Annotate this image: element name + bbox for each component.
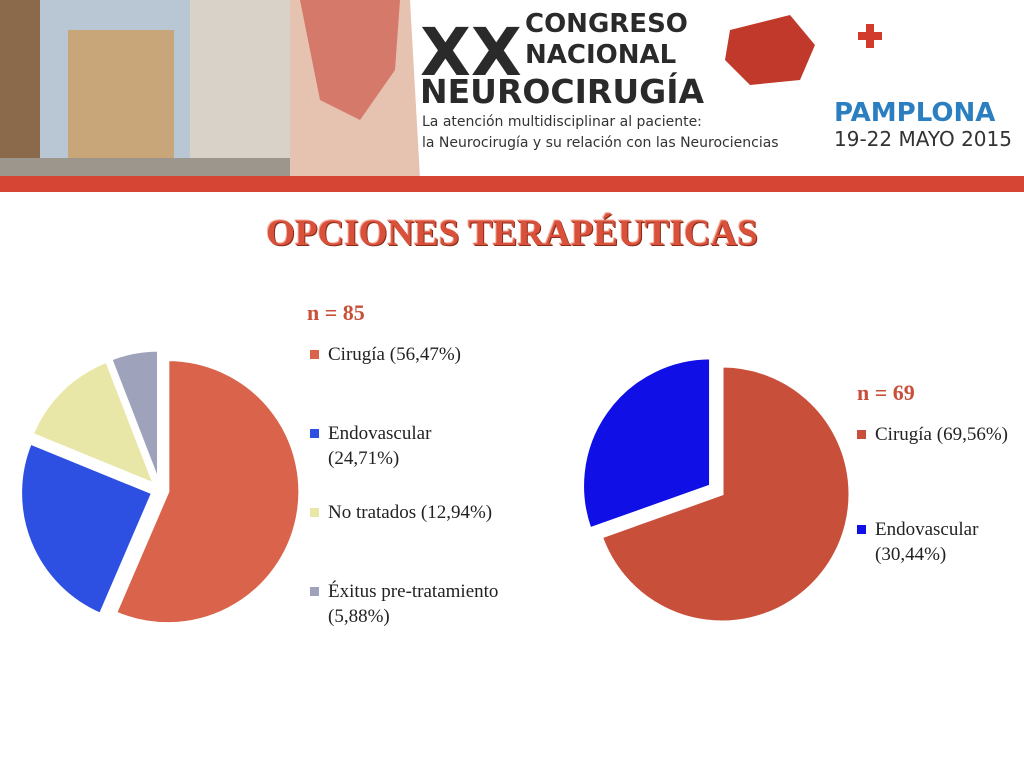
legend-label: Éxitus pre-tratamiento (5,88%)	[328, 581, 499, 627]
pie-slice	[30, 359, 158, 487]
tagline: La atención multidisciplinar al paciente…	[422, 114, 702, 130]
building	[68, 30, 174, 158]
pie-slice	[599, 364, 852, 624]
header-line: NEUROCIRUGÍA	[420, 71, 704, 111]
building	[0, 0, 40, 160]
city: PAMPLONA	[834, 98, 995, 128]
street	[0, 158, 290, 178]
legend-item: Endovascular (24,71%)	[310, 421, 503, 471]
slide-title: OPCIONES TERAPÉUTICAS	[266, 213, 758, 254]
tagline: la Neurocirugía y su relación con las Ne…	[422, 135, 779, 151]
legend-item: Endovascular (30,44%)	[857, 517, 1024, 567]
legend-item: No tratados (12,94%)	[310, 500, 503, 525]
legend-label: No tratados (12,94%)	[328, 502, 493, 523]
legend-label: Endovascular (30,44%)	[875, 519, 979, 565]
legend-label: Cirugía (69,56%)	[875, 424, 1008, 445]
pie-slice	[108, 348, 161, 483]
legend-item: Cirugía (69,56%)	[857, 422, 1024, 447]
brain-logo	[725, 15, 815, 85]
pie-slice	[19, 441, 155, 617]
header-line: CONGRESO	[525, 9, 688, 39]
header-xx: XX	[420, 14, 522, 91]
chart-subtitle: n = 69	[857, 380, 915, 405]
header-line: NACIONAL	[525, 40, 676, 70]
legend-swatch	[310, 508, 319, 517]
legend-label: Cirugía (56,47%)	[328, 344, 461, 365]
pie-slice	[581, 356, 713, 531]
legend-swatch	[310, 587, 319, 596]
legend-swatch	[310, 429, 319, 438]
dates: 19-22 MAYO 2015	[834, 127, 1012, 151]
head-graphic	[300, 0, 400, 120]
legend-item: Éxitus pre-tratamiento (5,88%)	[310, 579, 503, 629]
pie-slice	[113, 358, 302, 626]
hospital-logo	[866, 24, 874, 48]
legend-item: Cirugía (56,47%)	[310, 342, 503, 367]
legend-swatch	[857, 525, 866, 534]
legend-swatch	[310, 350, 319, 359]
legend-label: Endovascular (24,71%)	[328, 423, 432, 469]
building	[190, 0, 290, 165]
legend-swatch	[857, 430, 866, 439]
banner-band	[0, 176, 1024, 192]
chart-subtitle: n = 85	[307, 300, 365, 325]
